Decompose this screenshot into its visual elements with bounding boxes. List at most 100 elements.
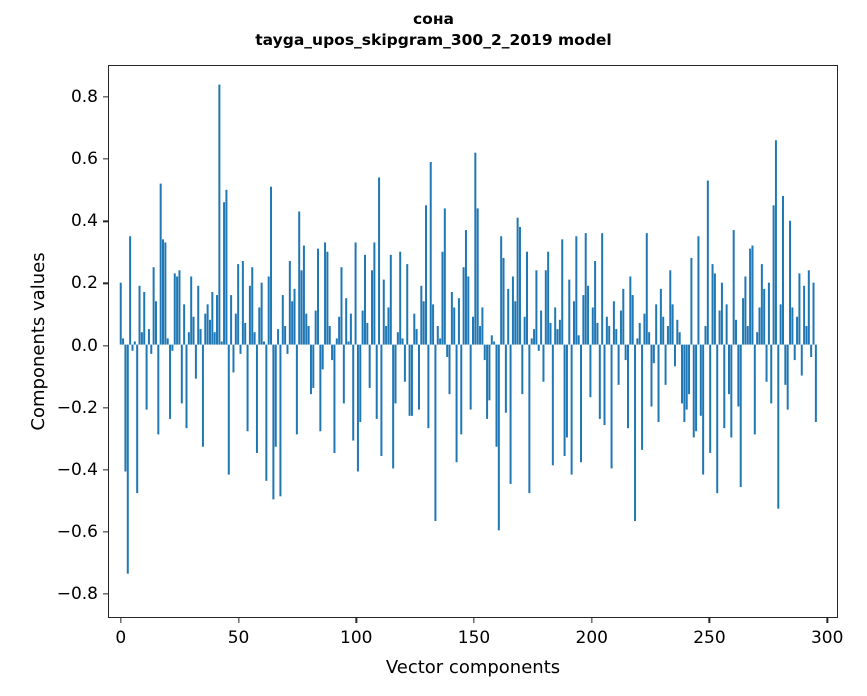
bar bbox=[380, 344, 383, 457]
bar bbox=[183, 304, 186, 345]
bar bbox=[277, 329, 280, 345]
bar bbox=[147, 329, 150, 345]
bar bbox=[272, 344, 275, 500]
bar bbox=[239, 344, 242, 354]
bar bbox=[333, 344, 336, 453]
bar bbox=[603, 344, 606, 426]
bar bbox=[779, 304, 782, 345]
bar bbox=[385, 326, 388, 345]
y-tick-mark bbox=[103, 220, 109, 222]
bar bbox=[619, 310, 622, 345]
bar bbox=[544, 270, 547, 345]
bar bbox=[194, 344, 197, 379]
bar bbox=[507, 288, 510, 345]
bar bbox=[446, 344, 449, 357]
y-tick-mark bbox=[103, 531, 109, 533]
bar bbox=[793, 344, 796, 361]
x-tick-label: 150 bbox=[457, 628, 491, 648]
bar bbox=[727, 344, 730, 395]
bar bbox=[176, 276, 179, 345]
bar bbox=[725, 304, 728, 345]
bar bbox=[786, 344, 789, 410]
bar bbox=[335, 338, 338, 345]
bar bbox=[246, 344, 249, 432]
bar bbox=[302, 245, 305, 345]
bar bbox=[199, 329, 202, 345]
y-tick-mark bbox=[103, 469, 109, 471]
bar bbox=[197, 285, 200, 345]
bar bbox=[542, 344, 545, 382]
bar bbox=[554, 307, 557, 345]
bar bbox=[448, 344, 451, 395]
bar bbox=[321, 344, 324, 370]
bar bbox=[615, 329, 618, 345]
bar bbox=[281, 295, 284, 345]
bar bbox=[319, 344, 322, 432]
bar bbox=[234, 313, 237, 345]
bar bbox=[361, 310, 364, 345]
bar bbox=[152, 267, 155, 345]
bar bbox=[584, 233, 587, 345]
bar bbox=[504, 344, 507, 413]
bar bbox=[664, 344, 667, 385]
bar bbox=[180, 344, 183, 404]
bar bbox=[533, 329, 536, 345]
bar bbox=[338, 316, 341, 345]
bar bbox=[356, 344, 359, 472]
x-tick-mark bbox=[237, 617, 240, 623]
bar bbox=[685, 344, 688, 410]
bar bbox=[406, 264, 409, 345]
bar bbox=[711, 264, 714, 345]
bar bbox=[378, 177, 381, 345]
bar bbox=[530, 338, 533, 345]
bar bbox=[265, 344, 268, 481]
y-tick-label: −0.4 bbox=[56, 459, 98, 480]
y-tick-label: −0.6 bbox=[56, 522, 98, 542]
bar bbox=[211, 291, 214, 345]
x-tick-mark bbox=[591, 617, 593, 623]
bar bbox=[669, 270, 672, 345]
bar bbox=[643, 313, 646, 345]
bar bbox=[662, 316, 665, 345]
bar bbox=[650, 344, 653, 407]
bar bbox=[295, 344, 298, 435]
bar bbox=[737, 344, 740, 407]
y-tick-mark bbox=[103, 407, 109, 409]
bar bbox=[331, 344, 334, 361]
bar bbox=[516, 217, 519, 345]
bar bbox=[692, 344, 695, 438]
bar bbox=[422, 301, 425, 345]
bar bbox=[551, 344, 554, 466]
bar bbox=[770, 344, 773, 404]
y-tick-mark bbox=[103, 344, 109, 347]
bar bbox=[371, 270, 374, 345]
bar bbox=[735, 319, 738, 345]
bar bbox=[518, 226, 521, 345]
bar bbox=[796, 316, 799, 345]
bar bbox=[434, 344, 437, 522]
bar bbox=[570, 344, 573, 475]
bar bbox=[697, 236, 700, 345]
bar bbox=[807, 270, 810, 345]
bar bbox=[605, 316, 608, 345]
bar bbox=[441, 251, 444, 345]
bar bbox=[594, 261, 597, 345]
bar bbox=[716, 344, 719, 494]
bar bbox=[300, 270, 303, 345]
bar bbox=[255, 344, 258, 453]
bar bbox=[241, 261, 244, 345]
bar bbox=[476, 208, 479, 345]
bar bbox=[218, 84, 221, 345]
bar bbox=[274, 344, 277, 447]
bar bbox=[253, 332, 256, 345]
bar bbox=[558, 319, 561, 345]
bar bbox=[511, 276, 514, 345]
bar bbox=[800, 344, 803, 376]
bar bbox=[591, 307, 594, 345]
bar bbox=[549, 322, 552, 345]
bar bbox=[467, 276, 470, 345]
bar bbox=[366, 322, 369, 345]
bar bbox=[173, 273, 176, 345]
bar bbox=[582, 295, 585, 345]
bar bbox=[577, 335, 580, 345]
